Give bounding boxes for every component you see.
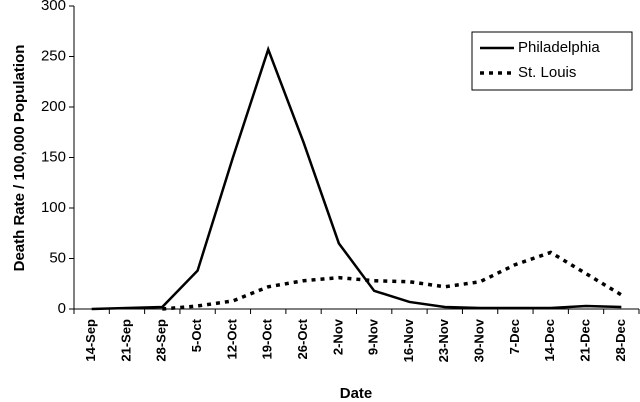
x-tick-label: 28-Dec — [613, 319, 628, 362]
series-line — [91, 45, 622, 311]
y-tick-label: 0 — [58, 300, 66, 317]
x-axis-label: Date — [340, 385, 373, 402]
x-tick-label: 16-Nov — [401, 318, 416, 362]
x-tick-label: 5-Oct — [189, 318, 204, 352]
x-tick-label: 19-Oct — [260, 318, 275, 359]
y-tick-label: 300 — [41, 0, 66, 14]
x-tick-label: 14-Dec — [542, 319, 557, 362]
x-tick-label: 7-Dec — [507, 319, 522, 354]
y-tick-label: 250 — [41, 47, 66, 64]
y-tick-label: 100 — [41, 199, 66, 216]
x-tick-label: 12-Oct — [224, 318, 239, 359]
x-tick-label: 30-Nov — [472, 318, 487, 362]
x-tick-label: 9-Nov — [366, 318, 381, 355]
x-tick-label: 28-Sep — [154, 319, 169, 362]
legend-label: St. Louis — [518, 64, 576, 81]
x-tick-label: 14-Sep — [83, 319, 98, 362]
y-tick-label: 150 — [41, 148, 66, 165]
x-tick-label: 23-Nov — [436, 318, 451, 362]
y-axis-label: Death Rate / 100,000 Population — [11, 45, 28, 272]
x-tick-label: 21-Sep — [118, 319, 133, 362]
y-tick-label: 200 — [41, 98, 66, 115]
x-tick-label: 21-Dec — [577, 319, 592, 362]
legend-label: Philadelphia — [518, 39, 600, 56]
x-tick-label: 26-Oct — [295, 318, 310, 359]
legend-box — [471, 31, 633, 91]
series-line — [162, 250, 623, 311]
y-tick-label: 50 — [49, 249, 66, 266]
x-tick-label: 2-Nov — [330, 318, 345, 355]
